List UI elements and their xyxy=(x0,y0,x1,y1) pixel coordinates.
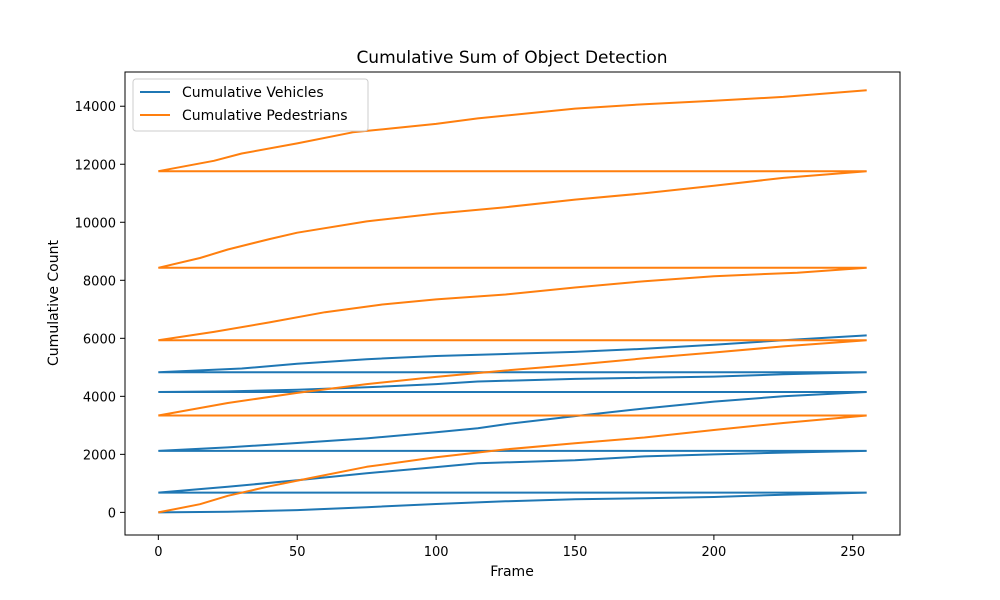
plot-frame xyxy=(124,71,901,536)
x-axis: 0 50 100 150 200 250 xyxy=(154,535,865,560)
y-tick-label: 4000 xyxy=(83,390,116,405)
chart-title: Cumulative Sum of Object Detection xyxy=(356,48,667,68)
x-tick-label: 150 xyxy=(563,545,588,560)
y-tick-label: 6000 xyxy=(83,332,116,347)
x-tick-label: 50 xyxy=(289,545,306,560)
legend: Cumulative Vehicles Cumulative Pedestria… xyxy=(132,78,369,132)
series-line-pedestrians xyxy=(158,89,867,514)
y-tick-label: 14000 xyxy=(75,100,116,115)
y-tick-label: 8000 xyxy=(83,274,116,289)
y-tick-label: 10000 xyxy=(75,216,116,231)
x-tick-label: 0 xyxy=(154,545,162,560)
y-axis-label: Cumulative Count xyxy=(46,240,62,366)
legend-box xyxy=(132,78,369,132)
legend-label-pedestrians: Cumulative Pedestrians xyxy=(182,108,348,124)
y-tick-label: 2000 xyxy=(83,448,116,463)
series-line-vehicles xyxy=(158,334,867,514)
x-axis-label: Frame xyxy=(490,564,534,580)
x-tick-label: 250 xyxy=(840,545,865,560)
x-tick-label: 100 xyxy=(424,545,449,560)
y-axis: 0 2000 4000 6000 8000 10000 12000 14000 xyxy=(75,100,125,521)
x-tick-label: 200 xyxy=(701,545,726,560)
legend-label-vehicles: Cumulative Vehicles xyxy=(182,85,324,101)
y-tick-label: 12000 xyxy=(75,158,116,173)
plot-lines xyxy=(158,89,867,514)
y-tick-label: 0 xyxy=(108,506,116,521)
